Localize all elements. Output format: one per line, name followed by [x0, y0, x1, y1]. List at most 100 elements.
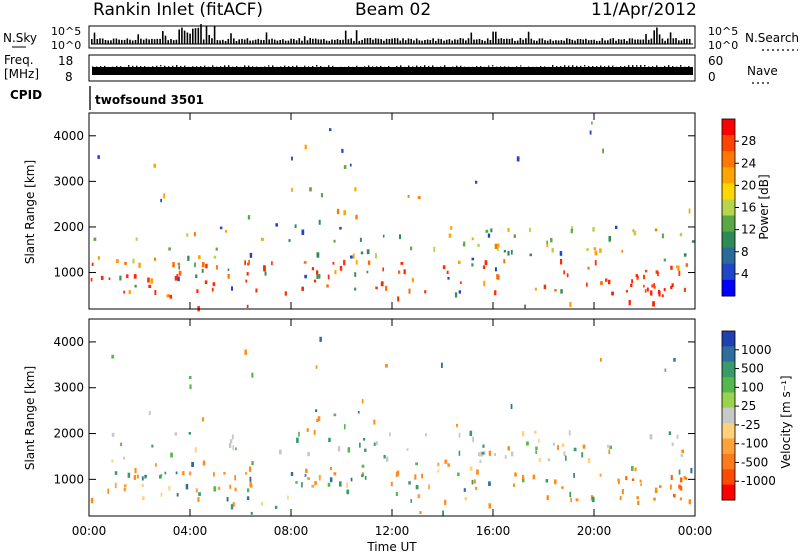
noise-bar [287, 40, 290, 44]
velocity-cell [176, 493, 179, 497]
freq-tick-mark [452, 66, 454, 69]
power-cell [135, 237, 138, 241]
velocity-cell [639, 479, 642, 483]
power-cell [166, 294, 169, 298]
freq-band [92, 67, 693, 75]
noise-bar [432, 38, 434, 44]
power-cell [503, 249, 506, 253]
freq-tick-mark [572, 65, 574, 68]
power-cell [677, 265, 680, 271]
power-cell [671, 283, 674, 287]
noise-bar [131, 40, 134, 44]
noise-bar [579, 39, 582, 44]
power-cell [490, 228, 493, 233]
date-title: 11/Apr/2012 [591, 0, 697, 20]
noise-bar [435, 40, 437, 44]
noise-bar [563, 40, 565, 44]
velocity-cell [568, 430, 571, 436]
power-cell [153, 163, 156, 168]
velocity-cell [235, 447, 237, 451]
noise-bar [440, 39, 442, 44]
noise-bar [631, 38, 634, 44]
noise-bar [306, 40, 309, 44]
noise-bar [582, 39, 584, 44]
freq-tick-mark [216, 66, 218, 70]
power-cell [529, 227, 531, 233]
velocity-cell [189, 471, 192, 476]
velocity-cell [573, 447, 577, 452]
velocity-cell [329, 477, 333, 483]
velocity-cell [421, 473, 423, 479]
freq-tick-mark [388, 66, 390, 68]
velocity-cell [188, 432, 191, 435]
power-cell [611, 291, 614, 296]
velocity-cell [290, 472, 294, 476]
velocity-cell [535, 446, 538, 450]
freq-tick-mark [148, 66, 150, 68]
power-cell [563, 270, 565, 275]
velocity-cell [305, 468, 308, 473]
power-cell [245, 279, 248, 283]
power-cell [354, 287, 357, 291]
noise-bar [407, 38, 410, 44]
noise-bar [394, 38, 396, 44]
power-cell [679, 232, 683, 237]
noise-bar [93, 32, 96, 44]
power-colorbar-swatch [722, 199, 735, 217]
noise-bar [642, 39, 645, 44]
power-cell [447, 276, 450, 280]
power-cell [367, 260, 371, 265]
power-colorbar-swatch [722, 151, 735, 168]
noise-bar [361, 39, 363, 44]
velocity-cell [361, 472, 364, 476]
freq-tick-mark [576, 65, 578, 68]
noise-bar [664, 40, 666, 44]
velocity-cell [357, 411, 360, 414]
velocity-cell [170, 452, 173, 458]
power-y-axis: 4000 3000 2000 1000 [53, 129, 695, 280]
velocity-cell [415, 462, 418, 466]
velocity-cell [195, 488, 198, 493]
noise-bar [164, 35, 167, 44]
noise-bar [276, 40, 279, 44]
noise-bar [413, 40, 415, 44]
noise-bar [172, 40, 175, 44]
freq-tick-mark [628, 65, 630, 68]
power-cell [178, 270, 182, 276]
power-cell [594, 260, 597, 266]
noise-bar [162, 31, 164, 44]
freq-tick-mark [344, 66, 346, 69]
noise-bars [91, 24, 693, 45]
power-colorbar-tick-label: 24 [741, 156, 756, 170]
noise-bar [369, 38, 372, 44]
noise-bar [183, 30, 186, 44]
power-cell [350, 255, 353, 259]
noise-bar [495, 31, 497, 44]
velocity-cell [151, 444, 154, 448]
velocity-cell [375, 441, 378, 446]
velocity-cell [319, 336, 322, 342]
velocity-cell [679, 485, 683, 491]
velocity-colorbar-swatch [722, 484, 735, 501]
velocity-cell [669, 484, 672, 490]
velocity-colorbar-swatch [722, 438, 735, 455]
velocity-cell [142, 496, 145, 501]
power-cell [691, 240, 695, 243]
power-cell [471, 257, 475, 261]
power-cell [411, 277, 414, 283]
velocity-cell [653, 497, 656, 501]
velocity-cell [599, 473, 602, 477]
freq-tick-mark [448, 66, 450, 70]
velocity-cell [621, 489, 624, 495]
power-cell [685, 263, 689, 267]
power-cell [529, 253, 532, 257]
y-tick-label: 1000 [53, 266, 84, 280]
noise-bar [347, 39, 350, 44]
noise-bar [238, 39, 240, 44]
velocity-cell [395, 492, 398, 496]
nave-tick-top: 60 [708, 54, 723, 68]
velocity-cell [479, 459, 482, 463]
power-cell [471, 263, 474, 267]
power-cell [227, 274, 230, 279]
freq-tick-mark [348, 66, 350, 69]
